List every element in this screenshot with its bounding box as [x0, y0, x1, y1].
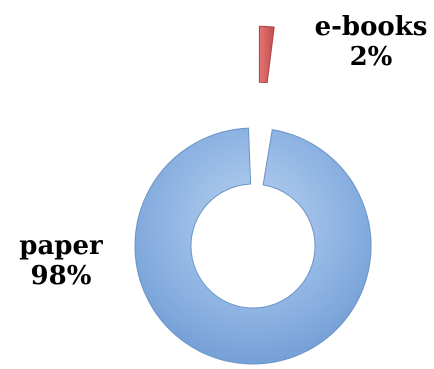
- data-label-paper-value: 98%: [30, 261, 92, 291]
- donut-slice-paper: [134, 127, 372, 365]
- donut-slice-e-books: [258, 25, 275, 84]
- data-label-ebooks-value: 2%: [349, 42, 393, 72]
- data-label-ebooks-category: e-books: [314, 12, 428, 42]
- data-label-paper: paper 98%: [2, 231, 120, 291]
- data-label-paper-category: paper: [19, 231, 103, 261]
- data-label-ebooks: e-books 2%: [312, 12, 430, 72]
